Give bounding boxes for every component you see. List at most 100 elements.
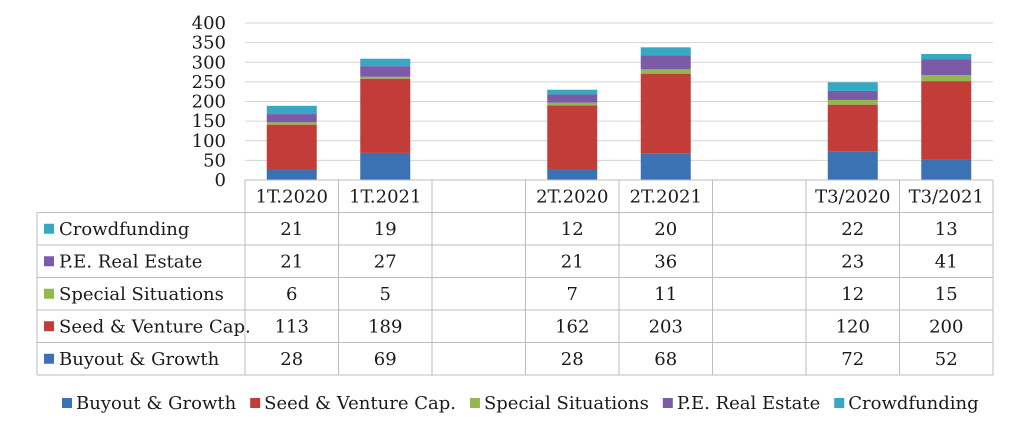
y-tick-label: 50 xyxy=(203,150,226,171)
x-tick-label: 1T.2020 xyxy=(256,186,328,207)
row-label: Seed & Venture Cap. xyxy=(59,316,251,337)
legend-key-buyout-growth xyxy=(62,398,72,408)
bar-buyout-growth xyxy=(921,159,972,180)
data-label: 200 xyxy=(929,316,963,337)
data-label: 22 xyxy=(841,219,864,240)
legend: Buyout & Growth Seed & Venture Cap. Specia… xyxy=(62,393,979,414)
bar-seed-venture-cap xyxy=(547,105,598,170)
data-label: 41 xyxy=(935,251,958,272)
data-label: 15 xyxy=(935,284,958,305)
row-key-special-situations xyxy=(44,288,54,299)
data-label: 11 xyxy=(654,284,677,305)
row-label: Buyout & Growth xyxy=(59,349,220,370)
legend-entry: P.E. Real Estate xyxy=(677,393,820,414)
bar-crowdfunding xyxy=(266,105,317,115)
data-label: 21 xyxy=(561,251,584,272)
row-key-crowdfunding xyxy=(44,223,54,234)
bar-buyout-growth xyxy=(266,169,317,180)
row-key-p-e-real-estate xyxy=(44,256,54,267)
data-label: 12 xyxy=(561,219,584,240)
legend-key-special-situations xyxy=(469,398,480,408)
data-label: 36 xyxy=(654,251,677,272)
row-key-buyout-growth xyxy=(44,353,54,364)
row-label: Special Situations xyxy=(59,284,224,305)
y-tick-label: 100 xyxy=(192,131,226,152)
bar-p-e-real-estate xyxy=(640,55,691,70)
bar-p-e-real-estate xyxy=(827,90,878,100)
data-label: 162 xyxy=(555,316,589,337)
bar-crowdfunding xyxy=(921,54,972,60)
bar-buyout-growth xyxy=(547,169,598,180)
x-tick-label: 2T.2020 xyxy=(536,186,608,207)
x-tick-label: 1T.2021 xyxy=(349,186,421,207)
data-label: 27 xyxy=(374,251,397,272)
gridlines xyxy=(245,22,993,161)
data-label: 28 xyxy=(280,349,303,370)
bar-crowdfunding xyxy=(640,47,691,56)
data-label: 7 xyxy=(567,284,578,305)
data-label: 72 xyxy=(841,349,864,370)
data-label: 189 xyxy=(368,316,402,337)
legend-entry: Crowdfunding xyxy=(848,393,978,414)
data-label: 13 xyxy=(935,219,958,240)
data-label: 69 xyxy=(374,349,397,370)
data-label: 5 xyxy=(380,284,391,305)
y-tick-label: 400 xyxy=(192,13,226,34)
bar-p-e-real-estate xyxy=(266,114,317,123)
x-tick-label: 2T.2021 xyxy=(630,186,702,207)
data-label: 113 xyxy=(275,316,309,337)
bar-special-situations xyxy=(360,76,411,79)
data-label: 23 xyxy=(841,251,864,272)
bar-seed-venture-cap xyxy=(640,73,691,154)
legend-entry: Special Situations xyxy=(484,393,649,414)
bar-special-situations xyxy=(547,102,598,106)
legend-key-p-e-real-estate xyxy=(662,398,673,408)
data-label: 6 xyxy=(286,284,297,305)
y-tick-label: 300 xyxy=(192,52,226,73)
legend-key-seed-venture-cap xyxy=(250,398,261,408)
bar-p-e-real-estate xyxy=(360,66,411,77)
bar-buyout-growth xyxy=(640,153,691,180)
bar-crowdfunding xyxy=(360,58,411,67)
legend-key-crowdfunding xyxy=(834,398,845,408)
data-table: 1T.2020 1T.2021 2T.2020 2T.2021 T3/2020 T3/20… xyxy=(36,179,994,376)
row-key-seed-venture-cap xyxy=(44,321,54,332)
data-label: 21 xyxy=(280,251,303,272)
legend-entry: Buyout & Growth xyxy=(76,393,237,414)
y-tick-label: 150 xyxy=(192,111,226,132)
data-label: 19 xyxy=(374,219,397,240)
data-label: 12 xyxy=(841,284,864,305)
y-tick-label: 250 xyxy=(192,72,226,93)
y-tick-label: 350 xyxy=(192,33,226,54)
bars xyxy=(266,47,972,180)
data-label: 68 xyxy=(654,349,677,370)
bar-buyout-growth xyxy=(360,152,411,180)
bar-crowdfunding xyxy=(827,82,878,91)
data-label: 28 xyxy=(561,349,584,370)
row-label: Crowdfunding xyxy=(59,219,189,240)
x-tick-label: T3/2020 xyxy=(815,186,890,207)
bar-seed-venture-cap xyxy=(921,81,972,160)
bar-special-situations xyxy=(827,99,878,105)
data-label: 120 xyxy=(836,316,870,337)
bar-seed-venture-cap xyxy=(266,124,317,170)
bar-crowdfunding xyxy=(547,89,598,95)
bar-buyout-growth xyxy=(827,151,878,180)
bar-special-situations xyxy=(921,75,972,82)
bar-seed-venture-cap xyxy=(360,78,411,153)
bar-p-e-real-estate xyxy=(547,94,598,103)
bar-special-situations xyxy=(266,122,317,125)
bar-seed-venture-cap xyxy=(827,104,878,152)
x-tick-label: T3/2021 xyxy=(909,186,984,207)
data-label: 20 xyxy=(654,219,677,240)
data-label: 52 xyxy=(935,349,958,370)
legend-entry: Seed & Venture Cap. xyxy=(264,393,456,414)
data-label: 203 xyxy=(649,316,683,337)
data-label: 21 xyxy=(280,219,303,240)
y-tick-label: 200 xyxy=(192,92,226,113)
row-label: P.E. Real Estate xyxy=(59,251,202,272)
bar-special-situations xyxy=(640,69,691,74)
y-tick-label: 0 xyxy=(215,170,226,191)
